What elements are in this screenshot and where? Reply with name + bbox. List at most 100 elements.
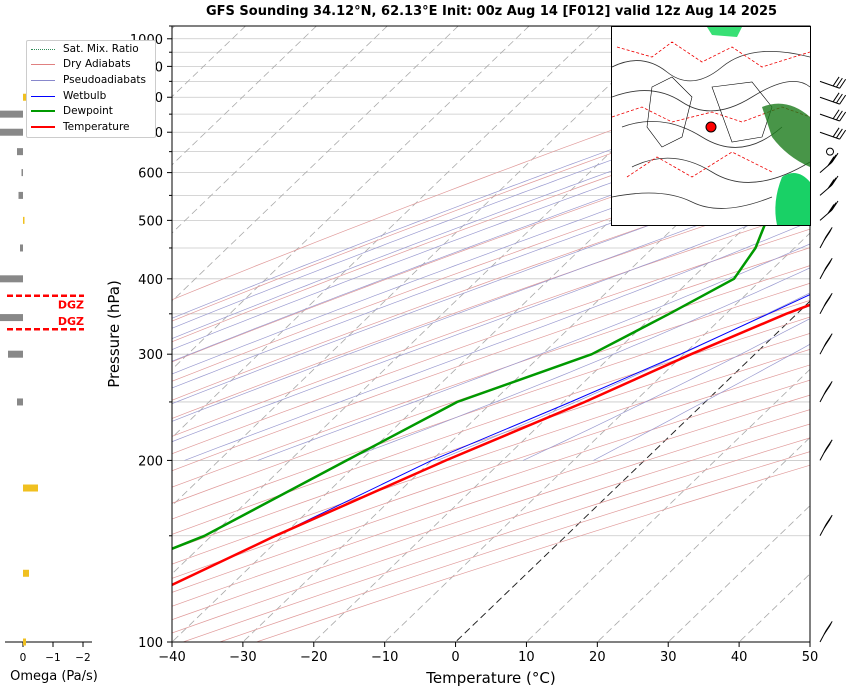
dry-adiabat <box>172 316 810 535</box>
dry-adiabat <box>172 265 810 488</box>
dry-adiabat <box>172 332 810 550</box>
legend-item-temperature: Temperature <box>31 120 130 134</box>
dry-adiabat <box>172 190 810 419</box>
y-axis-label: Pressure (hPa) <box>105 280 123 388</box>
pseudoadiabat <box>257 243 810 461</box>
wind-barb-flag <box>832 109 840 120</box>
legend-label: Pseudoadiabats <box>63 74 146 86</box>
dgz-label: DGZ <box>58 315 84 328</box>
legend-item-wetbulb: Wetbulb <box>31 89 106 103</box>
wind-barb-flag <box>839 94 847 105</box>
y-tick-label: 400 <box>138 273 163 288</box>
wind-barb-flag <box>827 156 835 166</box>
isotherm <box>597 436 810 642</box>
isotherm <box>172 26 601 439</box>
omega-bar <box>21 169 23 177</box>
pseudoadiabat <box>172 77 810 319</box>
plot-frame <box>171 25 811 643</box>
wetbulb-line <box>275 293 810 537</box>
pseudoadiabat <box>343 267 810 461</box>
mixing-ratio-label: 4 <box>830 211 835 221</box>
pseudoadiabat <box>172 88 810 329</box>
dry-adiabat <box>172 209 810 437</box>
wind-barb-flag <box>823 230 831 241</box>
wind-barb-flag <box>835 110 843 121</box>
y-tick-label: 300 <box>138 348 163 363</box>
omega-bar <box>8 350 23 358</box>
legend-label: Wetbulb <box>63 90 107 102</box>
isotherm <box>526 368 810 642</box>
omega-bar <box>23 569 29 577</box>
wind-barb-flag <box>823 337 831 347</box>
isotherm <box>455 300 810 642</box>
y-tick-label: 500 <box>138 214 163 229</box>
x-tick-label: −10 <box>371 650 398 665</box>
y-tick-label: 200 <box>138 454 163 469</box>
isotherm <box>313 164 810 642</box>
wind-barb-flag <box>829 177 837 188</box>
wind-barb-flag <box>823 624 831 635</box>
omega-bar <box>23 638 26 646</box>
wind-barb-flag <box>839 129 847 140</box>
wind-barb-flag <box>832 76 840 87</box>
omega-tick-label: 0 <box>20 652 27 664</box>
omega-bar <box>23 216 25 224</box>
dewpoint-line <box>172 209 810 551</box>
wind-barb-flag <box>832 92 840 103</box>
mixing-ratio-line <box>833 26 851 220</box>
legend-item-pseudoadiabats: Pseudoadiabats <box>31 73 146 87</box>
dgz-label: DGZ <box>58 299 84 312</box>
x-axis-label: Temperature (°C) <box>425 669 555 687</box>
omega-bar <box>17 398 23 406</box>
pseudoadiabat <box>522 318 810 461</box>
omega-bar <box>0 128 23 136</box>
wind-barb-flag <box>823 443 831 453</box>
x-tick-label: 30 <box>660 650 677 665</box>
inset-map <box>611 26 811 226</box>
dry-adiabat <box>172 300 810 520</box>
omega-axis-label: Omega (Pa/s) <box>10 669 98 684</box>
wind-barb-flag <box>835 128 843 139</box>
wind-barb-flag <box>823 261 831 272</box>
wind-barb-flag <box>827 204 835 214</box>
omega-bar <box>18 191 23 199</box>
isotherm <box>172 26 530 370</box>
legend-label: Dewpoint <box>63 105 113 117</box>
chart-title: GFS Sounding 34.12°N, 62.13°E Init: 00z … <box>205 4 778 19</box>
isotherm <box>172 26 672 507</box>
omega-bar <box>23 484 38 492</box>
isotherm <box>172 26 459 302</box>
isotherm <box>809 641 810 642</box>
isotherm <box>172 26 388 234</box>
legend-item-sat-mix-ratio: Sat. Mix. Ratio <box>31 42 139 56</box>
wind-barb-flag <box>839 111 847 122</box>
legend-label: Dry Adiabats <box>63 58 131 70</box>
dry-adiabat <box>172 348 810 565</box>
x-tick-label: −30 <box>229 650 256 665</box>
wind-barb-flag <box>827 179 835 189</box>
dry-adiabat <box>172 379 810 593</box>
x-tick-label: 10 <box>518 650 535 665</box>
dry-adiabat <box>172 247 810 472</box>
temperature-line <box>172 303 810 587</box>
dry-adiabat <box>172 105 810 343</box>
legend-item-dry-adiabats: Dry Adiabats <box>31 57 131 71</box>
omega-bar <box>20 244 23 252</box>
wind-barb-flag <box>832 127 840 138</box>
x-tick-label: 50 <box>802 650 819 665</box>
wind-barb-flag <box>835 93 843 104</box>
omega-bar <box>17 148 23 156</box>
dry-adiabat <box>172 82 810 322</box>
pseudoadiabat <box>172 165 810 405</box>
isotherm <box>172 26 317 166</box>
x-tick-label: 20 <box>589 650 606 665</box>
omega-bar <box>0 275 23 283</box>
legend: Sat. Mix. Ratio Dry Adiabats Pseudoadiab… <box>26 40 156 138</box>
x-tick-label: 40 <box>731 650 748 665</box>
legend-label: Sat. Mix. Ratio <box>63 43 139 55</box>
omega-bar <box>0 110 23 118</box>
x-tick-label: −40 <box>158 650 185 665</box>
wind-barb-flag <box>831 175 839 186</box>
omega-tick-label: −1 <box>45 652 60 664</box>
wind-calm <box>826 147 834 156</box>
